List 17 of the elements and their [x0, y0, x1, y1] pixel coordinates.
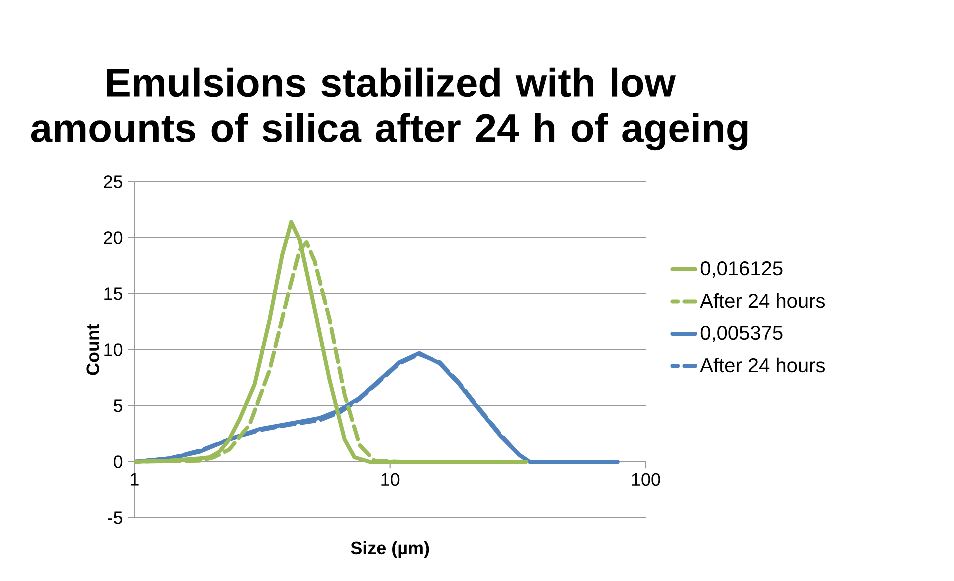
y-tick-label: 20 [104, 232, 123, 244]
legend-label: 0,005375 [700, 326, 783, 342]
chart-title: Emulsions stabilized with low amounts of silica after 24 h of ageing [31, 68, 748, 151]
y-tick-label: 0 [114, 456, 123, 468]
y-axis-title: Count [86, 324, 100, 376]
y-tick-label: 15 [104, 288, 123, 300]
legend-label: After 24 hours [700, 293, 826, 308]
x-axis-title: Size (µm) [351, 541, 430, 558]
y-tick-label: -5 [108, 512, 123, 524]
y-tick-label: 25 [104, 176, 123, 188]
legend-label: 0,016125 [700, 262, 783, 278]
x-tick-label: 10 [382, 473, 400, 486]
y-tick-label: 10 [104, 344, 123, 356]
x-tick-label: 1 [131, 473, 139, 486]
x-tick-label: 100 [632, 473, 660, 486]
legend-label: After 24 hours [700, 358, 826, 373]
y-tick-label: 5 [114, 400, 123, 412]
